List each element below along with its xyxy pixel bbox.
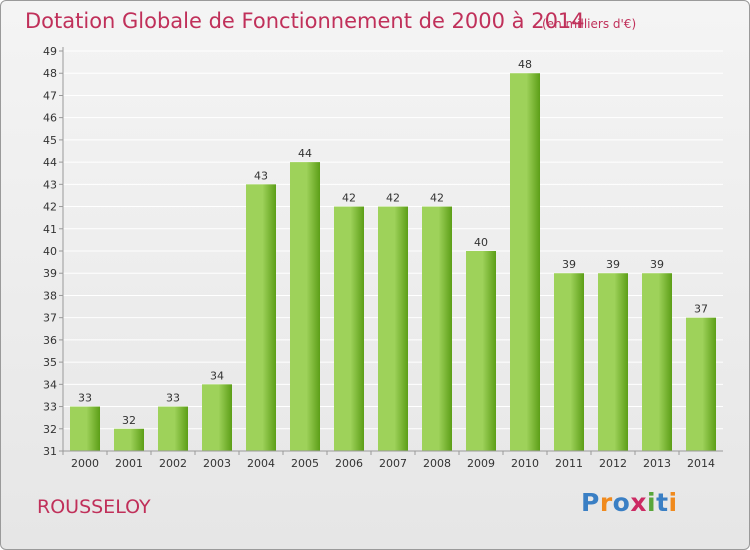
y-tick-label: 36 [43, 334, 57, 347]
bar-layer [70, 73, 716, 452]
data-label-2008: 42 [430, 192, 444, 205]
y-tick-label: 39 [43, 267, 57, 280]
logo-letter: x [630, 488, 647, 517]
bar-2006 [334, 206, 364, 451]
x-tick-label-2014: 2014 [687, 457, 715, 470]
y-tick-label: 41 [43, 223, 57, 236]
logo-letter: o [612, 488, 631, 517]
y-tick-label: 45 [43, 134, 57, 147]
y-tick-label: 40 [43, 245, 57, 258]
logo-letter: t [656, 488, 669, 517]
data-label-2007: 42 [386, 192, 400, 205]
proxiti-logo[interactable]: Proxiti [581, 488, 678, 517]
y-tick-label: 44 [43, 156, 57, 169]
x-tick-label-2006: 2006 [335, 457, 363, 470]
bar-2003 [202, 384, 232, 451]
x-tick-label-2011: 2011 [555, 457, 583, 470]
chart-unit: (en milliers d'€) [542, 17, 637, 31]
bar-2012 [598, 273, 628, 451]
x-tick-label-2010: 2010 [511, 457, 539, 470]
y-tick-label: 34 [43, 378, 57, 391]
data-label-2002: 33 [166, 392, 180, 405]
x-tick-label-2009: 2009 [467, 457, 495, 470]
axis-layer: 31 32 33 34 35 36 37 38 39 40 41 42 43 44 45 46 47 48 49 20… [43, 45, 723, 470]
y-tick-label: 32 [43, 423, 57, 436]
data-label-2001: 32 [122, 414, 136, 427]
data-label-2004: 43 [254, 169, 268, 182]
data-label-2006: 42 [342, 192, 356, 205]
bar-2002 [158, 406, 188, 451]
data-label-2009: 40 [474, 236, 488, 249]
data-label-2010: 48 [518, 58, 532, 71]
commune-name: ROUSSELOY [37, 496, 151, 518]
data-label-2000: 33 [78, 392, 92, 405]
y-tick-label: 46 [43, 112, 57, 125]
bar-2008 [422, 206, 452, 451]
data-label-2011: 39 [562, 258, 576, 271]
y-tick-label: 38 [43, 289, 57, 302]
x-tick-label-2008: 2008 [423, 457, 451, 470]
data-label-2013: 39 [650, 258, 664, 271]
x-tick-label-2004: 2004 [247, 457, 275, 470]
bar-2005 [290, 162, 320, 451]
x-tick-label-2007: 2007 [379, 457, 407, 470]
y-tick-label: 35 [43, 356, 57, 369]
bar-2010 [510, 73, 540, 451]
logo-letter: r [599, 488, 613, 517]
data-label-2005: 44 [298, 147, 312, 160]
chart-title: Dotation Globale de Fonctionnement de 20… [25, 9, 585, 33]
bar-2004 [246, 184, 276, 452]
y-tick-label: 48 [43, 67, 57, 80]
bar-2001 [114, 428, 144, 451]
x-tick-label-2002: 2002 [159, 457, 187, 470]
bar-2007 [378, 206, 408, 451]
y-tick-label: 47 [43, 89, 57, 102]
bar-2011 [554, 273, 584, 451]
data-label-2003: 34 [210, 369, 224, 382]
bar-2014 [686, 317, 716, 451]
x-tick-label-2003: 2003 [203, 457, 231, 470]
data-label-2014: 37 [694, 303, 708, 316]
x-tick-label-2012: 2012 [599, 457, 627, 470]
data-label-2012: 39 [606, 258, 620, 271]
y-tick-label: 37 [43, 312, 57, 325]
logo-letter: i [647, 488, 657, 517]
y-tick-label: 42 [43, 201, 57, 214]
y-tick-label: 49 [43, 45, 57, 58]
x-tick-label-2000: 2000 [71, 457, 99, 470]
x-tick-label-2005: 2005 [291, 457, 319, 470]
label-layer: 33 32 33 34 43 44 42 42 42 40 48 39 39 39 37 [78, 58, 708, 427]
bar-2009 [466, 251, 496, 451]
logo-letter: i [668, 488, 678, 517]
bar-2000 [70, 406, 100, 451]
y-tick-label: 33 [43, 401, 57, 414]
logo-letter: P [581, 488, 600, 517]
y-tick-label: 31 [43, 445, 57, 458]
x-tick-label-2013: 2013 [643, 457, 671, 470]
y-tick-label: 43 [43, 178, 57, 191]
x-tick-label-2001: 2001 [115, 457, 143, 470]
bar-2013 [642, 273, 672, 451]
